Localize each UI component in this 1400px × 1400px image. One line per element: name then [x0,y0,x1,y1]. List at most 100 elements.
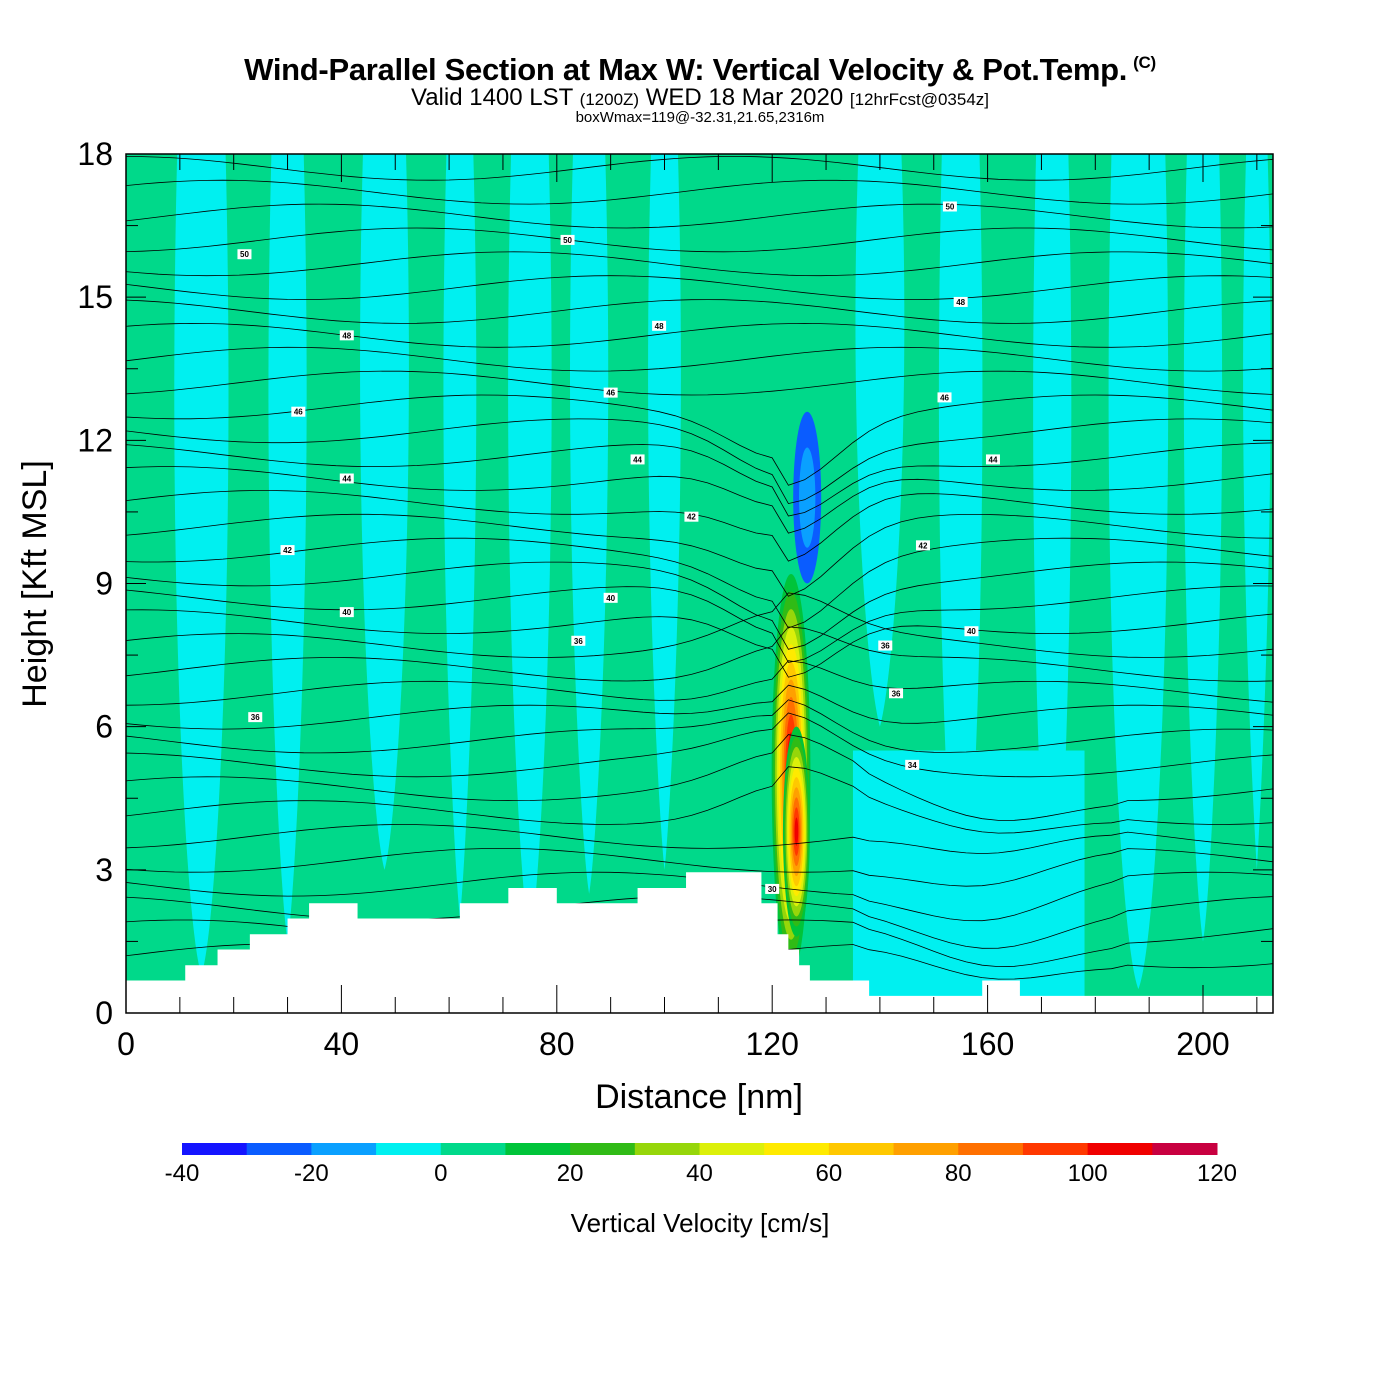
theta-contour [126,660,1273,706]
theta-label-text: 36 [892,689,901,698]
x-tick-label: 120 [746,1026,799,1062]
theta-contour [126,203,1273,229]
velocity-band [852,750,1085,999]
velocity-band [360,154,409,870]
colorbar-swatch [764,1143,830,1155]
theta-label-text: 50 [945,202,954,211]
theta-label-text: 46 [940,393,949,402]
colorbar-swatch [828,1143,895,1155]
theta-label: 30 [765,883,780,894]
x-tick-label: 80 [539,1026,575,1062]
x-tick-label: 0 [117,1026,135,1062]
theta-contour [126,490,1273,562]
theta-label-box [603,387,618,398]
theta-label-box [339,330,354,341]
velocity-band [174,154,229,975]
colorbar-tick-label: 40 [686,1160,713,1187]
theta-contour [126,847,1273,887]
theta-label-text: 42 [687,513,696,522]
theta-label-box [765,883,780,894]
theta-label-box [905,759,920,770]
theta-contour [126,275,1273,301]
colorbar-swatch [1087,1143,1153,1155]
colorbar-swatch [246,1143,312,1155]
theta-contour [126,466,1273,534]
theta-label-box [889,688,904,699]
theta-contour [126,370,1273,396]
theta-label: 36 [571,635,586,646]
colorbar-swatch [376,1143,442,1155]
theta-contour [126,346,1273,372]
theta-contour [126,626,1273,682]
theta-contour [126,227,1273,253]
y-tick-label: 3 [95,852,113,888]
velocity-features [771,411,822,975]
theta-label-text: 48 [655,322,664,331]
theta-label: 42 [915,540,930,551]
theta-label-text: 42 [919,541,928,550]
theta-label: 36 [878,640,893,651]
colorbar [182,1143,1218,1155]
theta-label: 48 [652,320,667,331]
theta-contour [126,299,1273,324]
theta-label-text: 42 [283,546,292,555]
colorbar-tick-labels: -40 -20 0 20 40 60 80 100 120 [165,1160,1237,1187]
theta-label-box [964,626,979,637]
theta-label: 42 [684,511,699,522]
theta-label-box [339,473,354,484]
axis-ticks [125,153,1273,1014]
theta-contour [126,155,1273,181]
colorbar-swatch [311,1143,377,1155]
velocity-band [1243,154,1271,870]
colorbar-swatch [958,1143,1024,1155]
copyright-mark: (C) [1133,53,1156,72]
theta-contour [126,561,1273,650]
theta-label-box [915,540,930,551]
chart-subtitle: Valid 1400 LST (1200Z) WED 18 Mar 2020 [… [0,84,1400,112]
theta-contour [126,418,1273,505]
theta-label-box [280,545,295,556]
theta-label-text: 46 [606,389,615,398]
x-tick-label: 160 [961,1026,1014,1062]
theta-label: 42 [280,545,295,556]
theta-label-box [942,201,957,212]
colorbar-tick-label: 0 [434,1160,447,1187]
y-tick-label: 15 [77,279,113,315]
colorbar-swatch [699,1143,765,1155]
colorbar-tick-label: 100 [1068,1160,1108,1187]
theta-label-text: 44 [633,455,642,464]
theta-label-text: 50 [563,236,572,245]
theta-contour [126,734,1273,821]
theta-label-text: 46 [294,408,303,417]
velocity-cell [799,447,816,548]
theta-label-text: 40 [967,627,976,636]
theta-label-text: 40 [342,608,351,617]
theta-label-text: 36 [574,637,583,646]
theta-label-box [684,511,699,522]
theta-label-box [248,712,263,723]
theta-contour-labels: 30 34 36 36 36 36 40 40 40 42 42 42 44 44 44 46 46 46 48 48… [237,201,1000,894]
theta-label: 44 [630,454,645,465]
theta-contour [126,322,1273,348]
theta-contour [126,766,1273,834]
theta-label: 34 [905,759,920,770]
y-tick-label: 6 [95,709,113,745]
theta-label-text: 34 [908,761,917,770]
valid-date: WED 18 Mar 2020 [645,84,844,111]
theta-label-box [985,454,1000,465]
theta-label-text: 36 [251,713,260,722]
colorbar-swatch [893,1143,959,1155]
theta-contour [126,824,1273,855]
theta-label: 46 [937,392,952,403]
utc-time: (1200Z) [579,90,640,109]
theta-label: 44 [339,473,354,484]
theta-label-text: 36 [881,642,890,651]
theta-label: 46 [291,406,306,417]
velocity-band [855,154,905,727]
colorbar-swatch [570,1143,636,1155]
theta-contour [126,585,1273,663]
colorbar-tick-label: 120 [1197,1160,1237,1187]
velocity-band [1108,154,1169,990]
x-axis-label: Distance [nm] [595,1078,803,1116]
